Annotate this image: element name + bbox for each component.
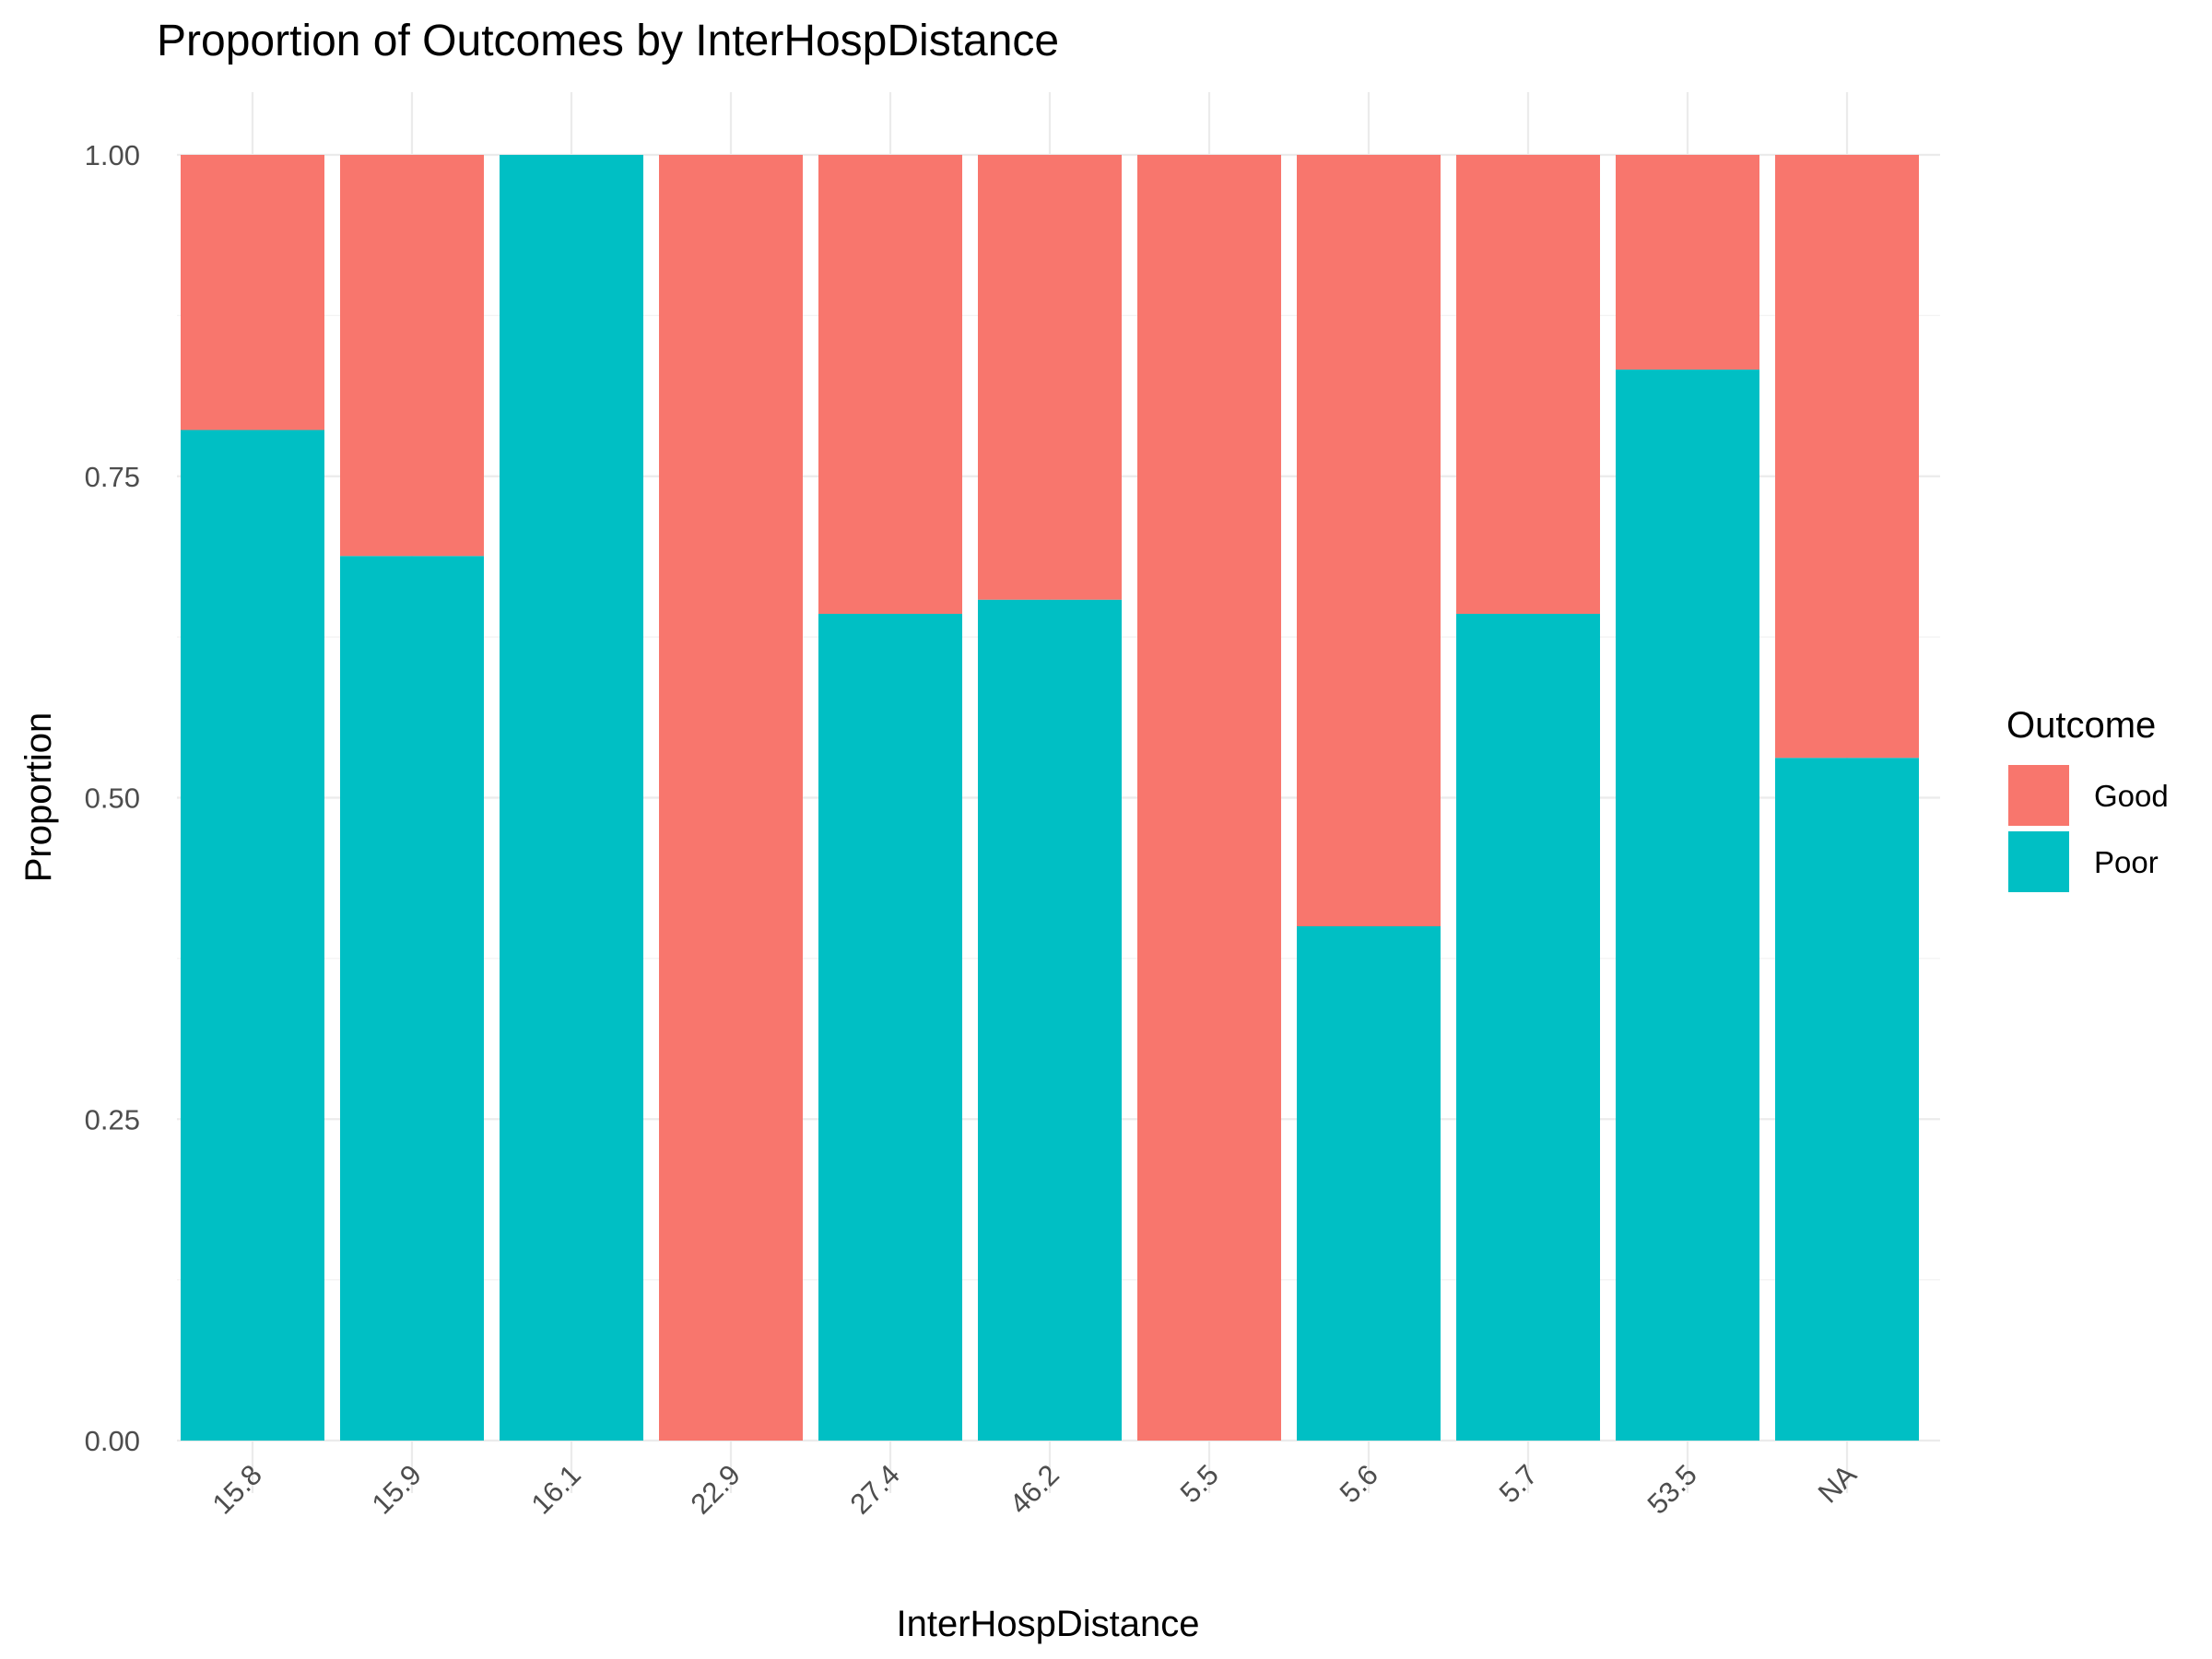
- bar-poor-5.6: [1297, 926, 1441, 1441]
- bar-good-5.7: [1456, 155, 1600, 615]
- legend-label-good: Good: [2094, 779, 2169, 813]
- legend-title: Outcome: [2006, 705, 2156, 746]
- bar-good-5.5: [1137, 155, 1281, 1441]
- y-tick-label: 0.25: [85, 1103, 140, 1135]
- y-tick-label: 0.75: [85, 461, 140, 493]
- bar-good-22.9: [659, 155, 803, 1441]
- bar-good-5.6: [1297, 155, 1441, 926]
- y-tick-label: 0.50: [85, 782, 140, 815]
- y-axis-title: Proportion: [18, 712, 59, 883]
- bar-poor-15.8: [181, 429, 324, 1441]
- bar-good-53.5: [1616, 155, 1759, 370]
- bar-good-NA: [1775, 155, 1919, 759]
- y-axis-ticks: 0.00 0.25 0.50 0.75 1.00: [85, 139, 140, 1457]
- bar-poor-5.7: [1456, 614, 1600, 1441]
- legend-label-poor: Poor: [2094, 845, 2159, 879]
- bar-poor-16.1: [500, 155, 643, 1441]
- legend-key-good: [2008, 765, 2069, 826]
- chart-title: Proportion of Outcomes by InterHospDista…: [157, 17, 1059, 65]
- bar-good-15.9: [340, 155, 484, 557]
- legend-key-poor: [2008, 831, 2069, 892]
- x-axis-title: InterHospDistance: [896, 1604, 1199, 1644]
- legend: Outcome Good Poor: [2006, 705, 2169, 892]
- bar-poor-15.9: [340, 556, 484, 1441]
- bar-poor-27.4: [818, 614, 962, 1441]
- y-tick-label: 0.00: [85, 1425, 140, 1457]
- bar-poor-53.5: [1616, 369, 1759, 1441]
- bar-good-27.4: [818, 155, 962, 615]
- bars: [181, 155, 1919, 1441]
- bar-poor-46.2: [978, 599, 1122, 1441]
- y-tick-label: 1.00: [85, 139, 140, 171]
- bar-poor-NA: [1775, 758, 1919, 1441]
- bar-good-15.8: [181, 155, 324, 430]
- bar-good-46.2: [978, 155, 1122, 600]
